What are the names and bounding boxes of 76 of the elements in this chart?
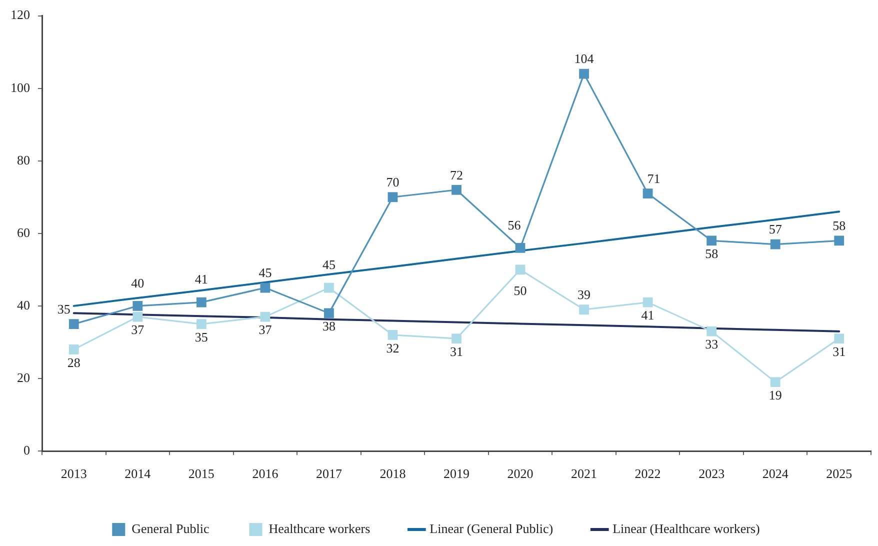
data-label: 37 xyxy=(131,322,145,338)
point xyxy=(132,312,143,322)
data-label: 45 xyxy=(258,265,272,280)
x-tick-label: 2021 xyxy=(571,466,598,482)
point xyxy=(260,282,270,293)
data-label: 50 xyxy=(514,283,527,298)
data-label: 33 xyxy=(705,336,718,352)
data-label: 104 xyxy=(574,51,594,66)
data-label: 32 xyxy=(386,340,400,356)
point xyxy=(68,344,79,354)
data-label: 19 xyxy=(768,388,782,403)
data-label: 31 xyxy=(450,344,463,359)
point xyxy=(388,330,398,340)
point xyxy=(515,242,526,253)
y-tick-label: 100 xyxy=(10,80,30,95)
data-label: 35 xyxy=(57,301,70,316)
legend-label: General Public xyxy=(132,520,210,536)
data-label: 71 xyxy=(647,170,660,186)
y-tick-label: 0 xyxy=(24,442,30,458)
point xyxy=(324,282,334,293)
x-tick-label: 2017 xyxy=(316,466,342,482)
point xyxy=(388,192,398,202)
point xyxy=(642,297,653,308)
point xyxy=(642,188,653,198)
point xyxy=(834,334,844,344)
x-tick-label: 2014 xyxy=(124,466,152,482)
data-label: 40 xyxy=(131,275,144,290)
point xyxy=(706,326,717,336)
point xyxy=(706,236,717,246)
x-tick-label: 2025 xyxy=(826,466,852,482)
data-label: 28 xyxy=(67,354,80,370)
data-label: 39 xyxy=(578,286,591,302)
data-label: 41 xyxy=(194,272,208,287)
point xyxy=(196,319,206,330)
data-label: 45 xyxy=(322,257,336,272)
data-label: 58 xyxy=(705,246,718,262)
point xyxy=(515,264,526,275)
legend-label: Healthcare workers xyxy=(268,520,370,536)
x-tick-label: 2018 xyxy=(380,466,406,482)
legend-label: Linear (Healthcare workers) xyxy=(612,520,760,536)
x-tick-label: 2015 xyxy=(188,466,214,482)
point xyxy=(68,319,79,330)
point xyxy=(770,239,780,250)
x-tick-label: 2023 xyxy=(698,466,725,482)
data-label: 37 xyxy=(258,322,272,338)
data-label: 58 xyxy=(832,218,846,234)
data-label: 41 xyxy=(641,308,654,323)
point xyxy=(770,377,780,388)
point xyxy=(132,300,143,311)
x-tick-label: 2013 xyxy=(60,466,87,482)
point xyxy=(579,68,589,79)
point xyxy=(452,184,462,195)
x-tick-label: 2022 xyxy=(634,466,661,482)
x-tick-label: 2024 xyxy=(762,466,789,482)
point xyxy=(324,308,334,318)
point xyxy=(834,236,844,246)
data-label: 31 xyxy=(832,344,846,359)
data-label: 70 xyxy=(386,174,400,190)
x-tick-label: 2016 xyxy=(252,466,279,482)
data-label: 35 xyxy=(194,329,208,344)
y-tick-label: 80 xyxy=(17,152,30,168)
data-label: 72 xyxy=(450,167,463,182)
data-label: 56 xyxy=(508,217,522,232)
data-label: 38 xyxy=(322,318,336,334)
y-tick-label: 40 xyxy=(17,297,30,312)
y-tick-label: 60 xyxy=(17,224,30,240)
data-label: 57 xyxy=(768,222,782,237)
x-tick-label: 2020 xyxy=(507,466,534,482)
legend-label: Linear (General Public) xyxy=(430,520,554,536)
x-tick-label: 2019 xyxy=(444,466,470,482)
point xyxy=(579,304,589,315)
y-tick-label: 20 xyxy=(17,370,30,385)
y-tick-label: 120 xyxy=(10,7,30,22)
point xyxy=(452,334,462,344)
point xyxy=(260,312,270,322)
point xyxy=(196,297,206,308)
